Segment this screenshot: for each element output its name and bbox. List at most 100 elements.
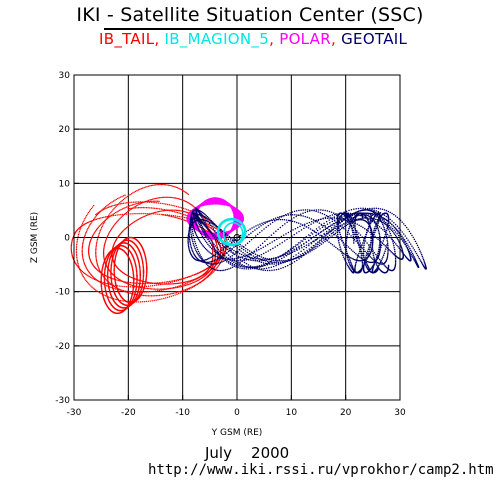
geotail-track [294, 214, 296, 216]
geotail-track [345, 229, 347, 232]
ib-tail-track [118, 197, 120, 199]
ib-tail-track [125, 227, 127, 230]
ib-tail-track [156, 290, 159, 292]
ib-tail-track [105, 279, 108, 281]
geotail-track [255, 248, 257, 250]
ib-tail-track [208, 270, 211, 272]
ib-tail-track [149, 288, 151, 290]
ib-tail-track [90, 207, 93, 210]
ib-tail-track [72, 256, 74, 258]
ib-tail-track [210, 273, 212, 276]
geotail-track [200, 257, 202, 260]
ib-tail-track [75, 245, 78, 247]
geotail-track [264, 222, 266, 224]
ib-tail-track [113, 269, 116, 272]
geotail-track [260, 256, 263, 258]
geotail-track [324, 240, 326, 243]
geotail-track [234, 245, 237, 247]
geotail-track [361, 247, 364, 249]
geotail-track [192, 240, 194, 243]
ib-tail-track [132, 286, 135, 289]
geotail-track [188, 249, 191, 251]
ib-tail-track [215, 227, 217, 229]
ib-tail-track [70, 250, 73, 253]
ib-tail-track [79, 269, 82, 271]
ib-tail-track [83, 272, 86, 274]
ib-tail-track [197, 272, 199, 274]
geotail-track [233, 246, 235, 248]
ib-tail-track [137, 189, 140, 191]
geotail-track [198, 255, 200, 257]
ib-tail-track [136, 278, 138, 281]
ib-tail-track [134, 220, 136, 223]
ib-tail-track [103, 280, 106, 283]
ib-tail-track [142, 280, 144, 283]
ib-tail-track [95, 257, 97, 259]
geotail-track [298, 258, 300, 260]
ib-tail-track [130, 193, 133, 195]
ib-tail-track [142, 262, 144, 265]
geotail-track [322, 224, 325, 227]
ib-tail-track [174, 205, 176, 207]
ib-tail-track [159, 288, 162, 290]
ib-tail-track [145, 285, 148, 288]
ib-tail-track [107, 206, 110, 208]
ib-tail-track [134, 207, 137, 209]
ib-tail-track [208, 274, 211, 277]
geotail-track [195, 244, 197, 247]
ib-tail-track [175, 280, 178, 282]
geotail-track [324, 226, 327, 228]
geotail-track [278, 217, 280, 219]
geotail-track [291, 214, 294, 216]
ib-tail-track [107, 234, 109, 236]
ib-tail-track [152, 200, 154, 202]
ib-tail-track [104, 286, 106, 289]
ib-tail-track [127, 283, 130, 285]
ib-tail-track [81, 245, 84, 248]
ib-tail-track [88, 253, 90, 256]
geotail-track [253, 226, 255, 228]
ib-tail-track [90, 285, 92, 287]
ib-tail-track [147, 291, 150, 293]
ib-tail-track [213, 266, 216, 268]
geotail-track [192, 252, 195, 254]
ib-tail-track [161, 213, 163, 216]
ib-tail-track [100, 281, 102, 284]
geotail-track [187, 240, 189, 242]
ib-tail-track [144, 186, 147, 188]
ib-tail-track [138, 263, 141, 265]
geotail-track [236, 247, 239, 249]
ib-tail-track [119, 280, 121, 282]
ib-tail-track [144, 215, 147, 217]
geotail-track [318, 241, 320, 243]
ib-tail-track [128, 292, 130, 294]
geotail-track [245, 247, 247, 250]
geotail-track [206, 262, 209, 264]
ib-tail-track [130, 222, 133, 225]
ib-tail-track [98, 268, 100, 270]
ib-tail-track [119, 202, 121, 204]
ib-tail-track [161, 196, 164, 199]
ib-tail-track [138, 264, 141, 266]
ib-tail-track [98, 232, 100, 235]
ib-tail-track [142, 272, 145, 274]
ib-tail-track [132, 281, 135, 284]
ib-tail-track [125, 213, 128, 215]
ib-tail-track [106, 217, 108, 220]
ib-tail-track [173, 197, 176, 199]
polar-track [222, 203, 224, 206]
ib-tail-track [149, 207, 151, 209]
ib-tail-track [139, 279, 141, 282]
ib-tail-track [105, 285, 108, 287]
ib-tail-track [141, 260, 144, 263]
geotail-track [286, 264, 289, 267]
ib-tail-track [93, 232, 96, 234]
ib-tail-track [106, 273, 109, 276]
geotail-track [233, 241, 236, 243]
geotail-track [327, 233, 329, 235]
geotail-track [216, 262, 219, 265]
geotail-track [332, 232, 334, 234]
geotail-track [339, 238, 341, 240]
geotail-track [279, 215, 281, 218]
geotail-track [187, 238, 189, 241]
